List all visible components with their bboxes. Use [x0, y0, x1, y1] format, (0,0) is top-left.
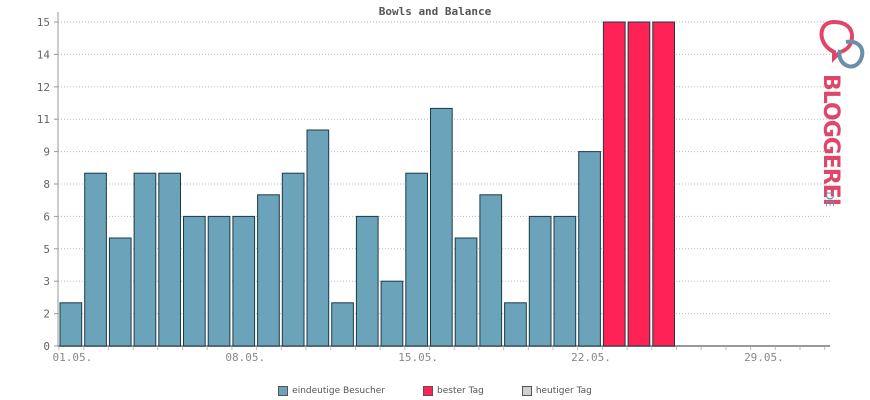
bar-best-day: [652, 21, 675, 347]
x-tick-label: 15.05.: [398, 351, 438, 364]
bar-visitors: [504, 302, 527, 347]
legend-label-today: heutiger Tag: [535, 386, 592, 396]
x-tick-label: 01.05.: [52, 351, 92, 364]
y-tick-labels: 0 2 3 5 6 8 9 11 12 14 15: [37, 16, 51, 353]
bar-visitors: [578, 151, 601, 347]
y-tick-label: 14: [37, 48, 51, 61]
bar-best-day: [602, 21, 626, 347]
bar-visitors: [59, 302, 83, 347]
y-tick-label: 11: [37, 113, 50, 126]
bar-visitors: [405, 172, 428, 347]
bar-visitors: [454, 237, 478, 347]
bar-visitors: [430, 107, 453, 347]
bar-visitors: [257, 194, 280, 347]
chart-title: Bowls and Balance: [378, 5, 492, 18]
y-tick-label: 12: [37, 81, 50, 94]
legend-item-best-day: bester Tag: [423, 386, 484, 396]
x-tick-label: 08.05.: [225, 351, 265, 364]
logo-text-suffix: .DE: [823, 188, 836, 207]
logo-text-main: BLOGGEREI: [818, 74, 843, 205]
bar-visitors: [108, 237, 132, 347]
bar-visitors: [355, 215, 379, 347]
y-tick-label: 3: [43, 275, 50, 288]
bar-best-day: [627, 21, 651, 347]
x-tick-label: 29.05.: [744, 351, 784, 364]
y-tick-label: 15: [37, 16, 50, 29]
bar-visitors: [84, 172, 107, 347]
legend-swatch-visitors: [278, 386, 289, 396]
bar-visitors: [479, 194, 503, 347]
y-tick-label: 2: [43, 308, 50, 321]
x-tick-labels: 01.05. 08.05. 15.05. 22.05. 29.05.: [52, 351, 783, 364]
bar-visitors: [232, 215, 256, 347]
bar-visitors: [158, 172, 182, 347]
legend-swatch-today: [521, 386, 532, 396]
bar-visitors: [133, 172, 157, 347]
bar-visitors: [331, 302, 354, 347]
x-tick-label: 22.05.: [571, 351, 611, 364]
legend-item-today: heutiger Tag: [521, 386, 592, 396]
y-tick-label: 9: [43, 146, 50, 159]
bloggerei-wordmark: BLOGGEREI .DE: [818, 74, 843, 207]
y-tick-label: 5: [43, 243, 50, 256]
legend-swatch-best-day: [423, 386, 433, 396]
bar-visitors: [553, 215, 577, 347]
legend-item-visitors: eindeutige Besucher: [278, 386, 385, 396]
bar-visitors: [183, 215, 206, 347]
legend-label-visitors: eindeutige Besucher: [292, 386, 385, 396]
bloggerei-logo-icon: [819, 19, 865, 69]
bar-visitors: [281, 172, 305, 347]
y-tick-label: 0: [43, 340, 50, 353]
bar-visitors: [207, 215, 231, 347]
bar-visitors: [306, 129, 330, 347]
bar-visitors: [528, 215, 552, 347]
bar-visitors: [380, 280, 404, 347]
chart-legend: eindeutige Besucher bester Tag heutiger …: [0, 386, 870, 396]
bars: [59, 21, 675, 347]
y-tick-label: 8: [43, 178, 50, 191]
y-tick-label: 6: [43, 210, 50, 223]
legend-label-best-day: bester Tag: [437, 386, 484, 396]
